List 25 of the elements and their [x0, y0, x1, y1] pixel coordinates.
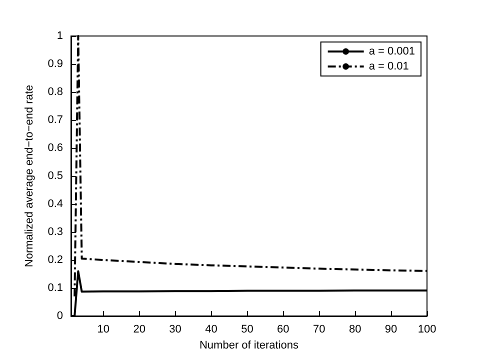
x-tick-label: 60	[277, 324, 290, 336]
x-tick-label: 90	[384, 324, 398, 336]
y-axis-title: Normalized average end−to−end rate	[24, 84, 36, 268]
x-tick-label: 50	[241, 324, 254, 336]
y-tick-label: 0.8	[48, 86, 63, 98]
x-tick-label: 70	[312, 324, 326, 336]
y-tick-label: 0.9	[48, 58, 63, 70]
y-tick-label: 0.3	[48, 226, 63, 238]
y-tick-label: 0.7	[48, 114, 63, 126]
y-tick-label: 0	[56, 310, 63, 322]
y-tick-label: 1	[56, 30, 63, 42]
legend-label: a = 0.001	[368, 46, 416, 58]
x-tick-label: 10	[97, 324, 110, 336]
x-tick-label: 100	[418, 324, 436, 336]
x-tick-label: 20	[133, 324, 146, 336]
y-tick-label: 0.6	[48, 142, 63, 154]
x-axis-title: Number of iterations	[199, 339, 300, 352]
legend-label: a = 0.01	[368, 60, 409, 72]
x-tick-label: 40	[205, 324, 218, 336]
x-tick-label: 80	[348, 324, 362, 336]
y-tick-label: 0.4	[48, 198, 63, 210]
y-tick-label: 0.2	[48, 254, 63, 266]
y-tick-label: 0.5	[48, 170, 63, 182]
y-tick-label: 0.1	[48, 282, 63, 294]
x-tick-label: 30	[169, 324, 182, 336]
